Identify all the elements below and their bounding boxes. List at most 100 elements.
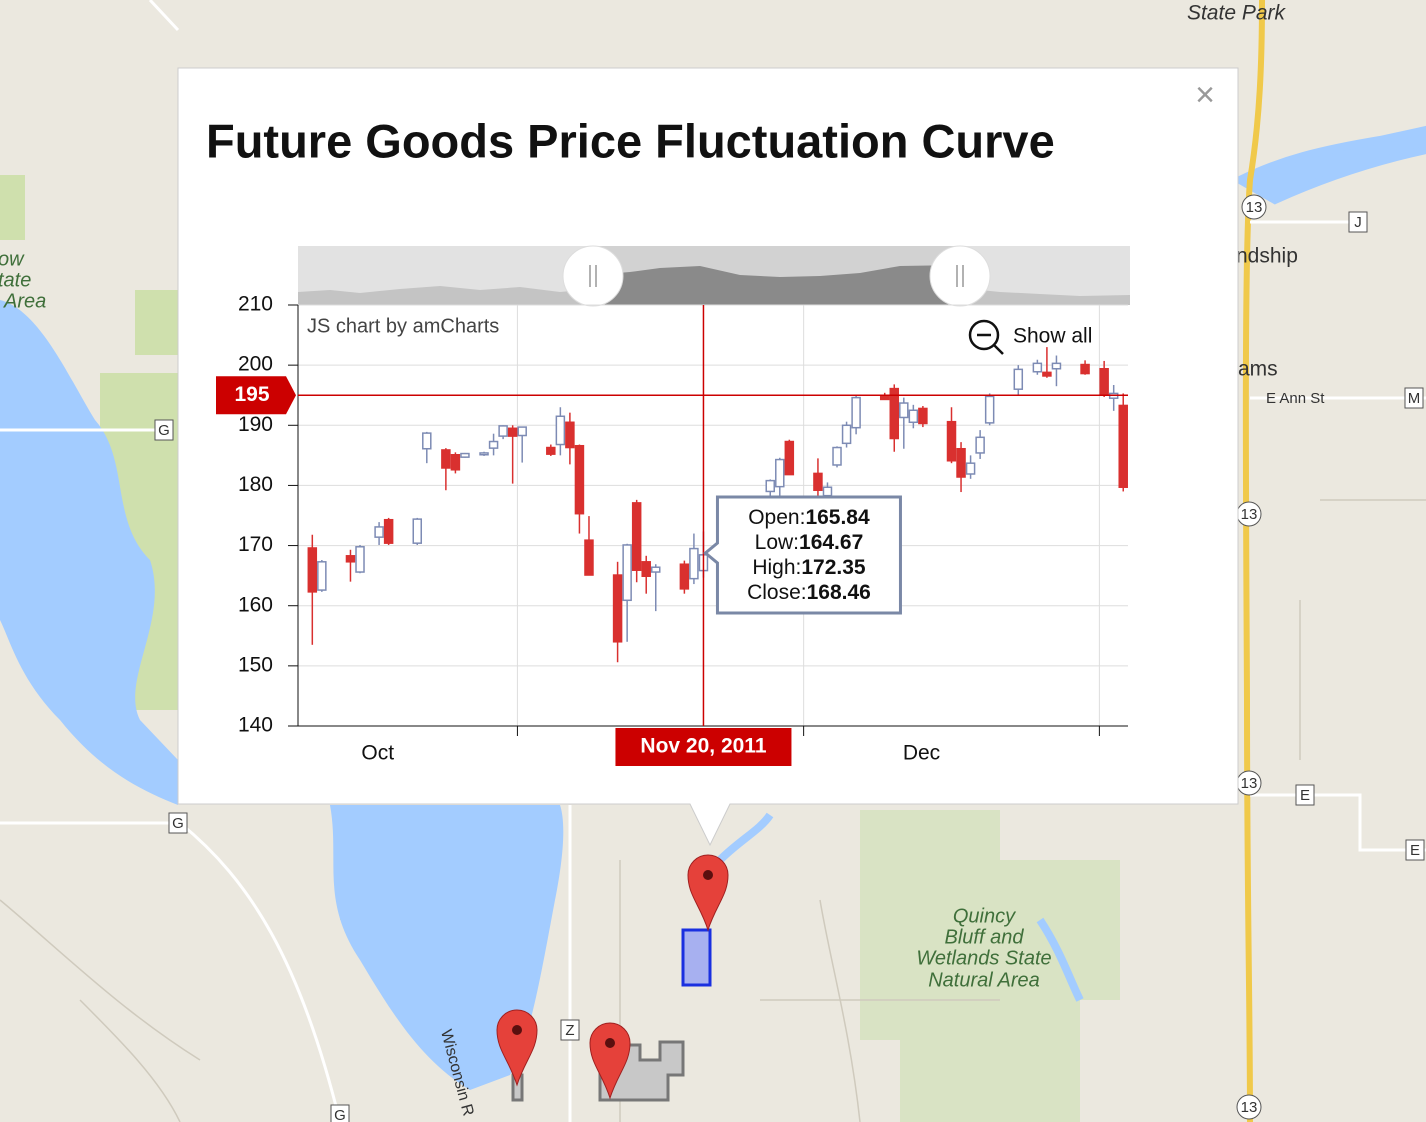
- marker-dot: [605, 1038, 615, 1048]
- y-tick-label: 140: [238, 714, 273, 737]
- water: [717, 125, 1426, 1002]
- shield: [560, 1019, 580, 1041]
- tooltip-value: 165.84: [805, 506, 870, 529]
- map-label: Bluff and: [945, 926, 1025, 948]
- shield-label: E: [1410, 842, 1420, 859]
- candle-body: [422, 432, 432, 450]
- show-all-button[interactable]: Show all: [1013, 325, 1092, 348]
- marker-dot: [512, 1025, 522, 1035]
- candle-body: [631, 502, 642, 571]
- map-marker[interactable]: [589, 1022, 631, 1100]
- map-label: State Park: [1187, 2, 1287, 25]
- shields: [154, 194, 1425, 1122]
- shield: [1405, 839, 1425, 861]
- natural-area: [860, 810, 1120, 1122]
- y-tick-label: 180: [238, 473, 273, 496]
- scrollbar-handle[interactable]: [562, 245, 624, 307]
- lake: [0, 300, 564, 1090]
- shield: [154, 419, 174, 441]
- candle-body: [450, 454, 461, 471]
- x-tick-label: Oct: [361, 742, 394, 765]
- shield-label: 13: [1246, 199, 1263, 216]
- candle-body: [841, 424, 852, 445]
- map-label: ndship: [1236, 245, 1298, 268]
- candle-body: [546, 446, 556, 455]
- candle-body: [908, 409, 919, 424]
- close-button[interactable]: ×: [1195, 76, 1215, 114]
- shield: [1404, 387, 1424, 409]
- candle-body: [498, 425, 508, 437]
- map-polygon[interactable]: [681, 928, 712, 987]
- candle-body: [689, 547, 699, 580]
- chart-credit: JS chart by amCharts: [307, 315, 499, 337]
- zoom-icon[interactable]: [968, 319, 1000, 351]
- candle-body: [899, 402, 909, 419]
- cursor-y-label: 195: [234, 383, 269, 406]
- tooltip-box: [703, 495, 902, 615]
- candle-body: [879, 395, 890, 401]
- candle-body: [622, 544, 632, 602]
- candle-body: [984, 395, 995, 424]
- candle-body: [1042, 371, 1052, 377]
- popup: × Future Goods Price Fluctuation Curve J…: [177, 67, 1239, 847]
- shield-label: J: [1354, 214, 1362, 231]
- candle-body: [317, 561, 327, 591]
- tooltip-line: Close:168.46: [747, 581, 871, 604]
- tooltip-label: Close:: [747, 581, 807, 604]
- cursor-x-box: [615, 728, 792, 766]
- map-label: ow: [0, 248, 25, 270]
- candle-body: [412, 518, 423, 544]
- candle-body: [1032, 362, 1043, 373]
- cursor-y-box: [216, 376, 296, 415]
- candle-body: [822, 486, 833, 497]
- candle-body: [1051, 362, 1062, 370]
- candle-body: [374, 526, 384, 538]
- y-tick-label: 200: [238, 353, 273, 376]
- shield: [1295, 784, 1315, 806]
- y-tick-label: 190: [238, 413, 273, 436]
- shield-label: 13: [1241, 1099, 1258, 1116]
- candle-body: [555, 415, 566, 446]
- candle-body: [918, 407, 928, 425]
- candle-body: [765, 479, 775, 493]
- shield-label: E: [1300, 787, 1310, 804]
- candle-body: [460, 452, 470, 458]
- map-label: Natural Area: [928, 969, 1040, 991]
- candle-body: [1013, 368, 1024, 390]
- map-label: Quincy: [953, 905, 1016, 927]
- candle-body: [832, 446, 842, 466]
- candle-body: [565, 421, 575, 449]
- x-tick-label: Dec: [903, 742, 940, 765]
- candle-body: [345, 555, 356, 563]
- highway: [1242, 0, 1265, 1122]
- map-label: ams: [1238, 358, 1278, 381]
- map-marker[interactable]: [687, 854, 729, 932]
- shield: [330, 1104, 350, 1122]
- tooltip-line: Open:165.84: [748, 506, 870, 529]
- scrollbar-handle[interactable]: [929, 245, 991, 307]
- candle-body: [965, 462, 976, 475]
- map-label: Area: [3, 290, 46, 312]
- candle-body: [517, 426, 527, 437]
- tooltip-label: High:: [752, 556, 801, 579]
- scrollbar-graph: [593, 265, 960, 305]
- candle-body: [584, 539, 594, 576]
- minor-road: [0, 499, 1426, 1122]
- candle-body: [441, 449, 451, 469]
- candle-body: [641, 561, 651, 577]
- candle-body: [889, 387, 900, 440]
- tooltip-value: 168.46: [807, 581, 871, 604]
- y-tick-label: 210: [238, 293, 273, 316]
- candle-body: [1099, 368, 1109, 396]
- candle-body: [612, 574, 623, 643]
- marker-dot: [703, 870, 713, 880]
- chart-title: Future Goods Price Fluctuation Curve: [206, 114, 1055, 167]
- candle-body: [574, 444, 585, 515]
- map-label: E Ann St: [1266, 390, 1325, 407]
- candle-body: [851, 396, 861, 429]
- map-marker[interactable]: [496, 1009, 538, 1087]
